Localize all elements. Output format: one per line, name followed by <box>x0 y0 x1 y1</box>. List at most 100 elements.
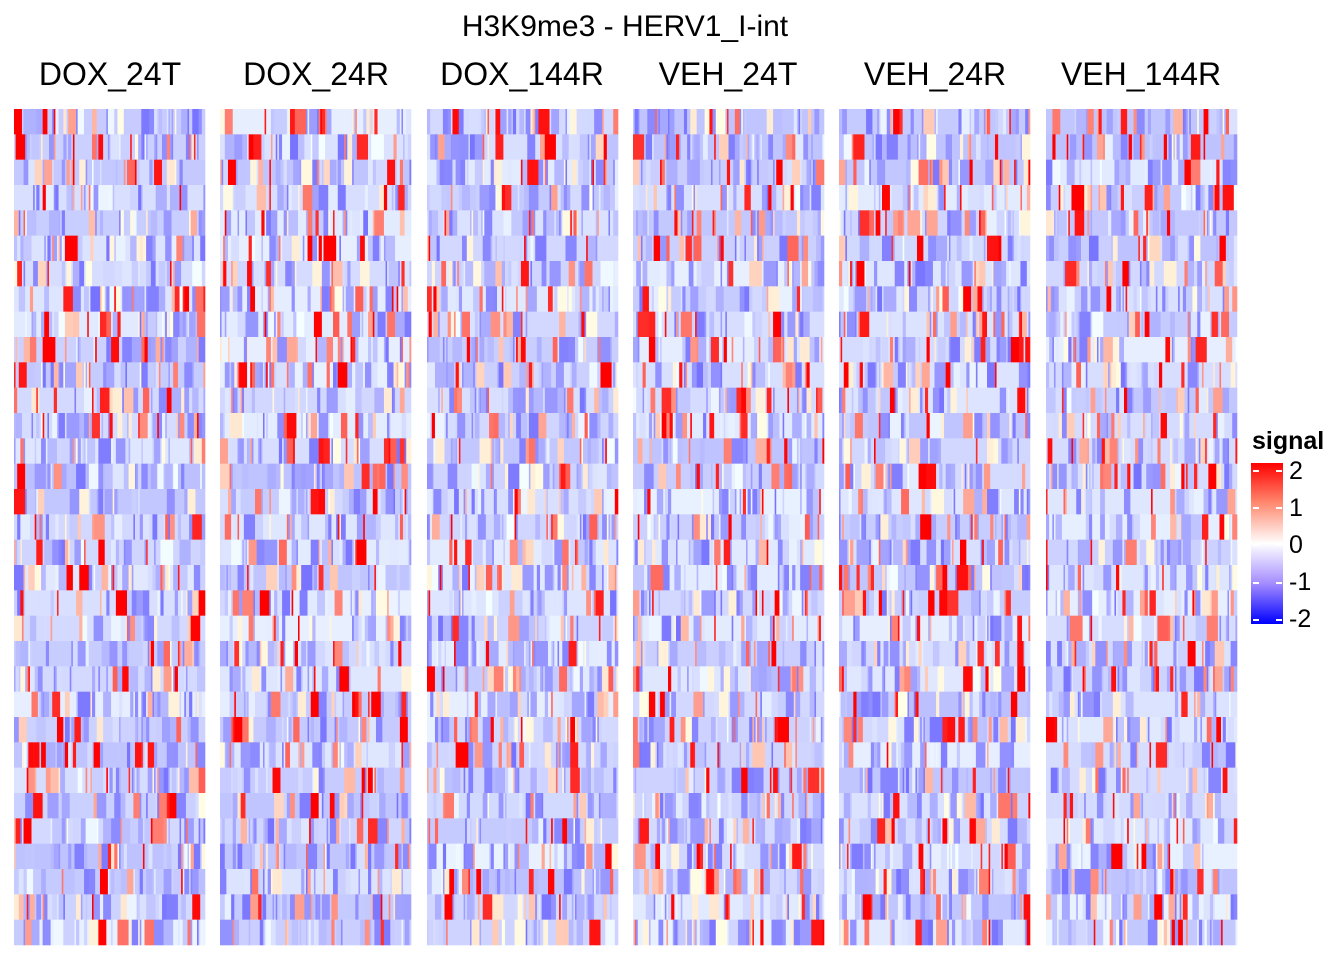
heatmap-cell <box>544 793 557 819</box>
heatmap-cell <box>321 261 331 287</box>
heatmap-cell <box>68 894 77 920</box>
heatmap-cell <box>533 717 542 743</box>
heatmap-cell <box>463 767 466 794</box>
heatmap-cell <box>169 185 180 211</box>
heatmap-cell <box>814 261 818 287</box>
heatmap-cell <box>571 286 576 312</box>
heatmap-cell <box>125 691 131 718</box>
heatmap-cell <box>331 767 340 794</box>
heatmap-cell <box>460 869 463 895</box>
heatmap-cell <box>270 109 275 135</box>
heatmap-cell <box>323 438 331 464</box>
heatmap-cell <box>383 337 386 363</box>
heatmap-cell <box>187 717 191 743</box>
heatmap-cell <box>84 235 91 262</box>
heatmap-cell <box>469 134 476 160</box>
heatmap-cell <box>361 767 366 794</box>
heatmap-cell <box>639 159 642 186</box>
heatmap-cell <box>283 742 286 768</box>
heatmap-cell <box>358 869 361 895</box>
heatmap-cell <box>317 463 319 490</box>
heatmap-cell <box>232 615 237 642</box>
heatmap-cell <box>489 413 495 439</box>
heatmap-cell <box>41 565 47 591</box>
heatmap-cell <box>481 818 484 844</box>
heatmap-cell <box>462 311 471 338</box>
heatmap-cell <box>567 565 569 591</box>
heatmap-cell <box>127 894 137 920</box>
heatmap-cell <box>600 666 603 692</box>
heatmap-cell <box>14 869 20 895</box>
heatmap-cell <box>741 185 745 211</box>
heatmap-cell <box>812 235 817 262</box>
heatmap-cell <box>401 261 405 287</box>
heatmap-cell <box>551 185 558 211</box>
heatmap-cell <box>198 159 206 186</box>
heatmap-cell <box>388 793 397 819</box>
heatmap-cell <box>44 691 50 718</box>
heatmap-cell <box>190 717 199 743</box>
heatmap-cell <box>409 565 412 591</box>
heatmap-cell <box>728 261 734 287</box>
heatmap-cell <box>312 362 315 388</box>
heatmap-cell <box>457 210 471 236</box>
heatmap-cell <box>348 843 351 870</box>
heatmap-cell <box>243 869 248 895</box>
heatmap-cell <box>128 311 137 338</box>
heatmap-cell <box>527 514 533 540</box>
heatmap-cell <box>458 565 461 591</box>
heatmap-cell <box>344 463 354 490</box>
heatmap-cell <box>552 286 555 312</box>
heatmap-cell <box>158 387 168 414</box>
heatmap-cell <box>42 337 56 363</box>
heatmap-cell <box>594 109 603 135</box>
heatmap-cell <box>52 818 63 844</box>
heatmap-cell <box>229 337 235 363</box>
heatmap-cell <box>323 565 331 591</box>
heatmap-cell <box>524 185 530 211</box>
heatmap-cell <box>398 590 401 616</box>
heatmap-cell <box>469 311 476 338</box>
heatmap-cell <box>14 159 16 186</box>
heatmap-cell <box>283 387 286 414</box>
heatmap-cell <box>495 387 503 414</box>
heatmap-cell <box>506 767 509 794</box>
heatmap-cell <box>106 793 109 819</box>
heatmap-cell <box>482 894 493 920</box>
heatmap-cell <box>600 362 612 388</box>
heatmap-cell <box>123 691 126 718</box>
heatmap-cell <box>114 843 118 870</box>
heatmap-cell <box>93 793 98 819</box>
heatmap-cell <box>95 210 98 236</box>
heatmap-cell <box>334 210 339 236</box>
heatmap-cell <box>173 565 179 591</box>
heatmap-cell <box>305 413 308 439</box>
heatmap-cell <box>23 210 26 236</box>
heatmap-cell <box>342 210 345 236</box>
heatmap-cell <box>45 463 48 490</box>
heatmap-cell <box>446 565 453 591</box>
heatmap-cell <box>363 666 367 692</box>
heatmap-cell <box>42 185 47 211</box>
heatmap-cell <box>52 109 55 135</box>
heatmap-cell <box>427 565 433 591</box>
heatmap-cell <box>142 261 147 287</box>
heatmap-cell <box>567 717 569 743</box>
heatmap-cell <box>753 109 761 135</box>
heatmap-cell <box>399 539 404 566</box>
heatmap-cell <box>130 919 133 946</box>
heatmap-cell <box>520 767 528 794</box>
heatmap-cell <box>441 919 444 946</box>
heatmap-cell <box>122 261 133 287</box>
heatmap-cell <box>234 362 237 388</box>
heatmap-cell <box>224 413 230 439</box>
heatmap-cell <box>171 463 174 490</box>
heatmap-cell <box>197 691 199 718</box>
heatmap-cell <box>503 311 507 338</box>
heatmap-cell <box>820 134 823 160</box>
heatmap-cell <box>680 134 688 160</box>
heatmap-cell <box>200 463 203 490</box>
heatmap-cell <box>315 463 318 490</box>
heatmap-cell <box>508 843 511 870</box>
heatmap-cell <box>296 919 299 946</box>
